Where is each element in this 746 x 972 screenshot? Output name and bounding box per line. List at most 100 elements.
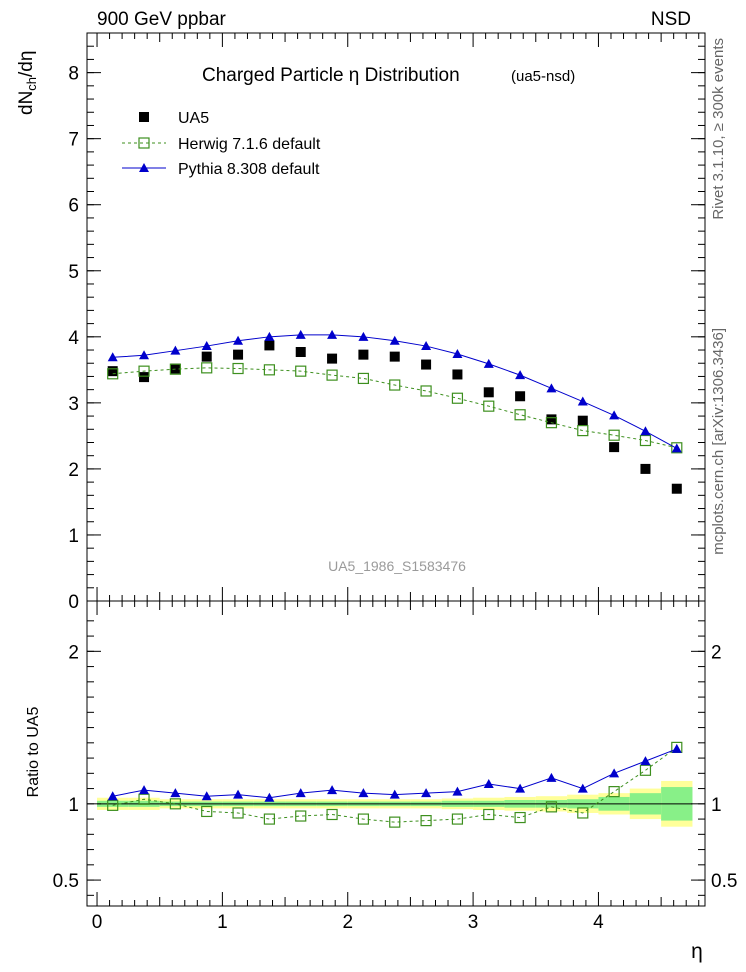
main-series-point — [451, 392, 464, 404]
main-series-point — [483, 387, 494, 398]
main-series-point — [263, 364, 275, 376]
main-series-point — [326, 369, 338, 381]
ratio-series-point — [232, 807, 244, 819]
main-series-point — [609, 442, 620, 453]
y-tick-label: 4 — [68, 328, 79, 349]
ratio-y-tick-label: 1 — [68, 795, 79, 816]
ratio-y-tick-label: 0.5 — [711, 871, 737, 892]
ratio-series-point — [357, 813, 370, 825]
y-tick-label: 2 — [68, 460, 79, 481]
main-series-point — [201, 351, 212, 362]
main-series-point — [139, 372, 150, 383]
main-series-point — [452, 348, 463, 358]
watermark: UA5_1986_S1583476 — [328, 558, 466, 574]
legend-marker — [138, 137, 150, 149]
main-series-point — [295, 329, 306, 339]
ratio-series-point — [295, 788, 306, 798]
y-tick-label: 5 — [68, 262, 79, 283]
main-y-ticks: 0 1 2 3 4 5 6 7 8 — [68, 45, 705, 613]
main-series-point — [514, 409, 526, 421]
main-series-point — [138, 365, 150, 377]
ratio-frame — [86, 600, 706, 907]
main-series-point — [577, 425, 589, 437]
main-series-point — [357, 372, 370, 385]
main-series-point — [170, 363, 181, 374]
ratio-series-point — [201, 805, 213, 818]
ratio-series-point — [139, 785, 150, 795]
ratio-series-point — [358, 788, 369, 798]
ratio-series-point — [671, 743, 682, 753]
ratio-series-point — [420, 814, 432, 827]
legend-marker — [139, 163, 149, 172]
main-series-point — [671, 483, 682, 494]
ratio-series-point — [233, 789, 244, 799]
y-tick-label: 7 — [68, 130, 79, 151]
ratio-series-point — [640, 756, 651, 766]
main-series-point — [671, 442, 683, 454]
ratio-series-point — [107, 791, 118, 801]
rivet-label: Rivet 3.1.10, ≥ 300k events — [710, 38, 727, 220]
main-series-point — [483, 400, 495, 412]
ratio-series-point — [514, 811, 526, 824]
main-series-point — [421, 341, 432, 351]
main-series-point — [201, 362, 213, 374]
ratio-series-point — [263, 813, 275, 825]
y-tick-label: 8 — [68, 64, 79, 85]
main-series-point — [327, 329, 338, 339]
x-axis-label: η — [691, 940, 703, 963]
ratio-panel: 0.5 0.5 1 1 2 2 0 1 2 3 4 Ratio to UA5 η — [25, 600, 737, 963]
main-series-point — [107, 368, 119, 380]
main-series-point — [169, 363, 181, 375]
main-series-point — [515, 370, 526, 380]
uncertainty-band — [97, 780, 693, 827]
main-series-point — [232, 362, 244, 375]
legend-entry: Herwig 7.1.6 default — [178, 136, 321, 153]
main-series-point — [107, 352, 118, 362]
main-panel: 0 1 2 3 4 5 6 7 8 UA5_1986_S1583476 Charged Part… — [16, 32, 706, 613]
main-series-point — [609, 410, 620, 420]
ratio-series-point — [327, 785, 338, 795]
x-tick-label: 0 — [92, 912, 103, 933]
ratio-series-line — [112, 746, 678, 823]
main-series-point — [327, 353, 338, 364]
main-series-point — [358, 331, 369, 341]
ratio-series-point — [421, 788, 432, 798]
main-series-point — [640, 463, 651, 474]
y-tick-label: 1 — [68, 526, 79, 547]
x-tick-label: 2 — [342, 912, 353, 933]
ratio-series-point — [264, 792, 275, 802]
legend-marker — [139, 112, 149, 122]
main-series-point — [358, 349, 369, 360]
main-series-point — [483, 358, 494, 368]
ratio-series-point — [515, 783, 526, 793]
legend: UA5 Herwig 7.1.6 default Pythia 8.308 defa… — [122, 110, 321, 178]
main-series-point — [139, 350, 150, 360]
legend-entry: Pythia 8.308 default — [178, 161, 320, 178]
ratio-y-tick-label: 0.5 — [53, 871, 79, 892]
ratio-x-ticks: 0 1 2 3 4 — [92, 601, 700, 933]
header-left: 900 GeV ppbar — [97, 9, 227, 30]
ratio-series-point — [170, 788, 181, 798]
ratio-series-point — [452, 786, 463, 796]
ratio-series-point — [608, 786, 620, 798]
ratio-series-point — [107, 799, 119, 811]
ratio-series-point — [169, 798, 181, 810]
ratio-series-point — [577, 807, 589, 819]
main-series-point — [546, 383, 557, 393]
main-series-point — [640, 426, 651, 436]
legend-entry: UA5 — [178, 110, 209, 127]
ratio-series-point — [483, 808, 495, 821]
ratio-series-point — [545, 801, 558, 813]
main-series-point — [233, 335, 244, 345]
y-tick-label: 3 — [68, 394, 79, 415]
ratio-series-point — [609, 768, 620, 778]
x-tick-label: 4 — [593, 912, 604, 933]
ratio-series-point — [201, 791, 212, 801]
main-series-point — [545, 417, 558, 429]
main-x-ticks — [96, 33, 700, 601]
ratio-series-point — [483, 779, 494, 788]
ratio-series-point — [389, 816, 401, 828]
y-tick-label: 0 — [68, 592, 79, 613]
y-tick-label: 6 — [68, 196, 79, 217]
